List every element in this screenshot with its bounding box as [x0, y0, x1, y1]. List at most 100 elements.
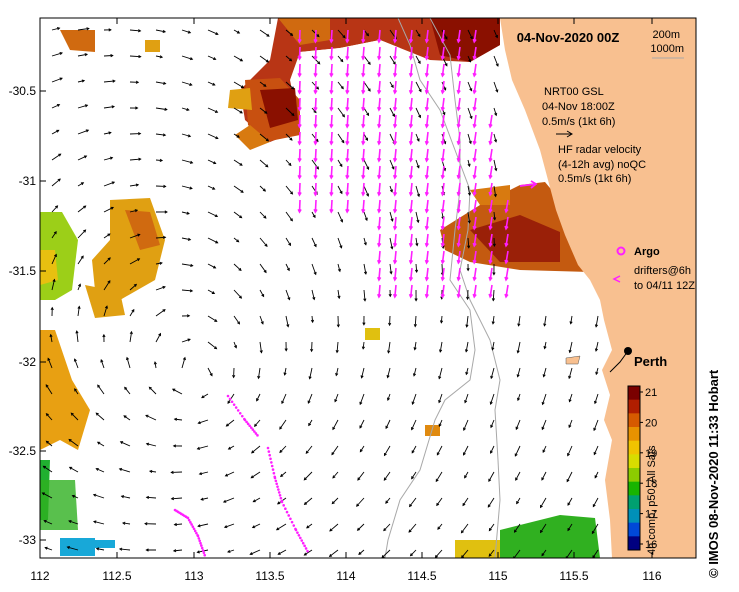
hf-vector-head	[472, 55, 477, 61]
hf-vector	[378, 114, 381, 128]
hf-vector	[346, 165, 349, 179]
hf-vector-head	[392, 242, 398, 248]
current-vector-head	[265, 59, 270, 63]
current-vector	[306, 523, 313, 529]
current-vector	[493, 133, 497, 143]
hf-vector	[457, 199, 461, 212]
hf-vector-head	[345, 89, 350, 95]
current-vector-head	[187, 237, 192, 241]
current-vector-head	[201, 395, 205, 399]
current-vector-head	[464, 400, 468, 404]
hf-vector-head	[377, 259, 382, 265]
drifter-point	[197, 537, 201, 540]
current-vector-head	[238, 295, 243, 299]
x-tick-label: 115	[488, 569, 507, 583]
hf-vector-head	[488, 242, 493, 248]
current-vector	[565, 549, 573, 558]
drifter-point	[226, 394, 230, 398]
current-vector-head	[359, 425, 363, 429]
current-vector-head	[236, 134, 240, 138]
current-vector-head	[568, 349, 572, 354]
current-vector	[51, 104, 60, 109]
colorbar-segment	[628, 509, 640, 524]
hf-vector	[362, 80, 365, 94]
current-vector-head	[54, 253, 57, 257]
hf-vector-head	[313, 55, 318, 61]
current-vector	[155, 81, 166, 85]
drifter-point	[202, 551, 206, 555]
current-vector	[464, 471, 469, 479]
current-vector-head	[438, 376, 442, 380]
current-vector-head	[468, 140, 472, 145]
current-vector-head	[111, 105, 115, 109]
current-vector-head	[364, 217, 368, 222]
colorbar-segment	[628, 522, 640, 537]
current-vector-head	[469, 115, 473, 120]
current-vector-head	[439, 349, 443, 353]
current-vector	[381, 549, 391, 558]
current-vector-head	[52, 278, 56, 283]
hf-vector-head	[392, 106, 398, 112]
current-vector-head	[118, 547, 123, 551]
current-vector	[103, 306, 108, 317]
current-vector-head	[107, 233, 111, 237]
current-vector-head	[592, 504, 596, 508]
x-tick-label: 114	[336, 569, 355, 583]
land-western-australia	[500, 18, 696, 558]
hf-vector-head	[361, 174, 366, 180]
current-vector-head	[153, 361, 157, 365]
current-vector	[77, 129, 89, 135]
hf-vector-head	[504, 276, 509, 282]
colorbar-segment	[628, 386, 640, 401]
current-vector	[592, 549, 599, 558]
current-vector	[47, 358, 53, 369]
hf-vector-head	[361, 38, 366, 44]
current-vector-head	[215, 32, 219, 35]
current-vector-head	[289, 218, 293, 222]
current-vector-head	[239, 58, 244, 62]
current-vector-head	[291, 112, 295, 117]
current-vector	[359, 393, 365, 405]
current-vector	[77, 53, 88, 57]
drifter-point	[201, 549, 205, 552]
drifter-point	[193, 529, 197, 533]
current-vector-head	[417, 33, 421, 38]
hf-vector	[425, 250, 429, 264]
credit-text: © IMOS 08-Nov-2020 11:33 Hobart	[706, 369, 721, 578]
hf-vector-head	[377, 140, 382, 146]
current-vector-head	[187, 338, 191, 342]
current-vector	[96, 468, 105, 473]
current-vector-head	[356, 503, 360, 507]
hf-vector-head	[472, 89, 477, 95]
drifter-point	[269, 457, 272, 461]
current-vector	[441, 29, 448, 40]
current-vector-head	[240, 189, 244, 193]
hf-vector	[489, 199, 493, 212]
current-vector	[172, 388, 183, 395]
current-vector-head	[163, 184, 167, 188]
current-vector	[466, 315, 469, 327]
current-vector-head	[93, 520, 97, 524]
drifter-point	[282, 504, 285, 507]
hf-vector	[378, 199, 381, 213]
hf-vector-head	[329, 38, 334, 44]
hf-vector-head	[392, 89, 398, 95]
hf-vector	[505, 199, 509, 212]
hf-vector-head	[297, 55, 302, 61]
current-vector	[467, 211, 470, 223]
current-vector-head	[224, 473, 229, 477]
current-vector	[67, 546, 79, 551]
hf-vector-head	[456, 72, 461, 78]
hf-vector-head	[424, 123, 429, 129]
current-vector-head	[74, 388, 78, 392]
current-vector	[233, 315, 240, 325]
current-vector-head	[335, 372, 339, 377]
hf-vector-head	[504, 208, 509, 214]
current-vector-head	[236, 30, 241, 34]
hf-vector-head	[392, 174, 398, 180]
hf-vector	[489, 114, 493, 127]
y-tick-label: -32	[19, 355, 37, 369]
current-vector	[387, 393, 391, 401]
current-vector-head	[341, 140, 345, 144]
current-vector-head	[68, 438, 72, 442]
